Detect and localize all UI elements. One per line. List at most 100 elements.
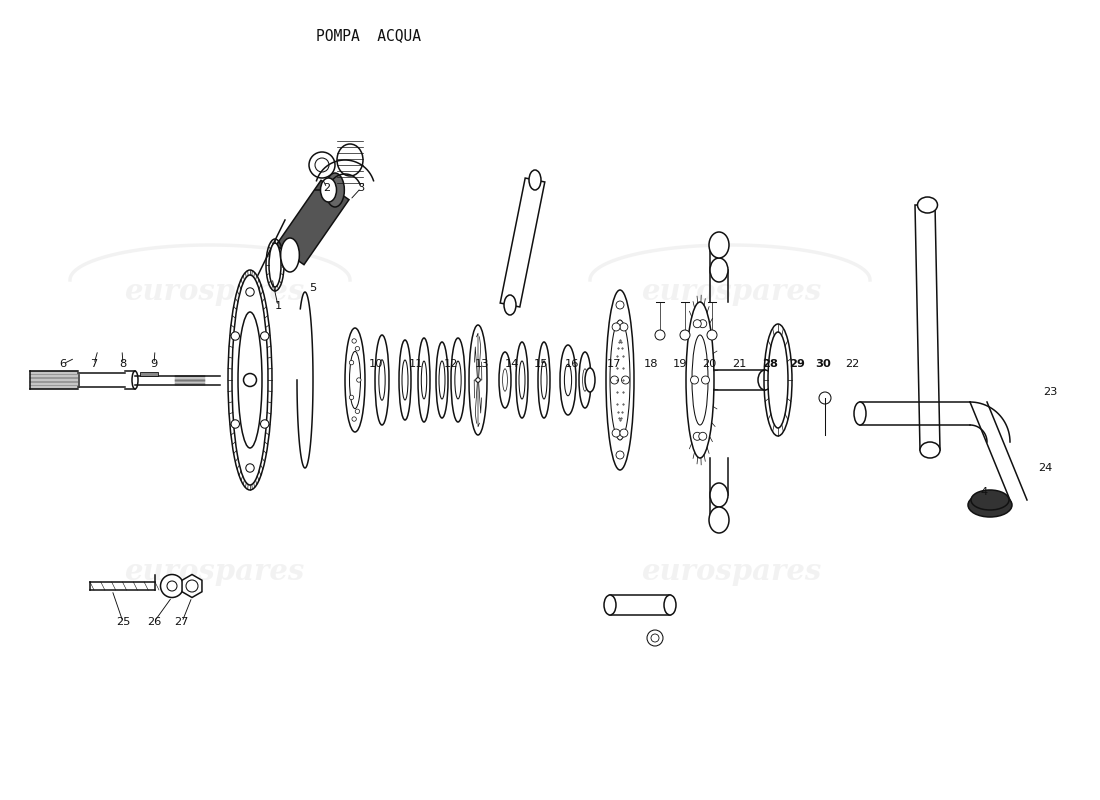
Circle shape bbox=[616, 451, 624, 459]
Ellipse shape bbox=[664, 595, 676, 615]
Circle shape bbox=[186, 580, 198, 592]
Circle shape bbox=[245, 288, 254, 296]
Ellipse shape bbox=[337, 144, 363, 176]
Circle shape bbox=[680, 330, 690, 340]
Circle shape bbox=[621, 376, 629, 384]
Circle shape bbox=[693, 320, 702, 328]
Ellipse shape bbox=[585, 368, 595, 392]
Text: 9: 9 bbox=[151, 359, 157, 369]
Text: 28: 28 bbox=[762, 359, 778, 369]
Text: eurospares: eurospares bbox=[641, 558, 822, 586]
Text: 14: 14 bbox=[504, 359, 519, 369]
Circle shape bbox=[352, 338, 356, 343]
Ellipse shape bbox=[686, 302, 714, 458]
Ellipse shape bbox=[710, 483, 728, 507]
Text: 13: 13 bbox=[474, 359, 490, 369]
Circle shape bbox=[647, 630, 663, 646]
Ellipse shape bbox=[350, 351, 361, 409]
Text: 16: 16 bbox=[564, 359, 580, 369]
Circle shape bbox=[612, 323, 620, 331]
Circle shape bbox=[820, 392, 830, 404]
Text: 25: 25 bbox=[116, 618, 131, 627]
Circle shape bbox=[475, 378, 481, 382]
Ellipse shape bbox=[280, 238, 299, 272]
Ellipse shape bbox=[564, 364, 572, 396]
Ellipse shape bbox=[418, 338, 430, 422]
Bar bbox=[140, 371, 158, 375]
Ellipse shape bbox=[606, 290, 634, 470]
Text: 11: 11 bbox=[408, 359, 424, 369]
Ellipse shape bbox=[320, 178, 337, 202]
Text: 20: 20 bbox=[702, 359, 717, 369]
Ellipse shape bbox=[710, 258, 728, 282]
Text: POMPA  ACQUA: POMPA ACQUA bbox=[316, 28, 421, 43]
Circle shape bbox=[651, 634, 659, 642]
Circle shape bbox=[620, 323, 628, 331]
Circle shape bbox=[231, 332, 240, 340]
Circle shape bbox=[261, 332, 268, 340]
Circle shape bbox=[352, 417, 356, 422]
Circle shape bbox=[698, 320, 706, 328]
Text: 30: 30 bbox=[815, 359, 830, 369]
Ellipse shape bbox=[538, 342, 550, 418]
Polygon shape bbox=[276, 180, 349, 265]
Circle shape bbox=[167, 581, 177, 591]
Ellipse shape bbox=[132, 371, 138, 389]
Circle shape bbox=[355, 346, 360, 351]
Ellipse shape bbox=[499, 352, 512, 408]
Text: 10: 10 bbox=[368, 359, 384, 369]
Circle shape bbox=[691, 376, 698, 384]
Ellipse shape bbox=[968, 493, 1012, 517]
Text: eurospares: eurospares bbox=[124, 558, 305, 586]
Text: 24: 24 bbox=[1038, 463, 1052, 473]
Text: 2: 2 bbox=[323, 183, 330, 193]
Ellipse shape bbox=[579, 352, 591, 408]
Ellipse shape bbox=[345, 328, 365, 432]
Ellipse shape bbox=[326, 173, 344, 207]
Ellipse shape bbox=[519, 361, 525, 399]
Ellipse shape bbox=[971, 490, 1009, 510]
Circle shape bbox=[243, 374, 256, 386]
Text: 5: 5 bbox=[309, 283, 316, 293]
Ellipse shape bbox=[758, 370, 772, 390]
Text: 18: 18 bbox=[644, 359, 659, 369]
Polygon shape bbox=[182, 574, 202, 598]
Ellipse shape bbox=[378, 360, 385, 400]
Text: 8: 8 bbox=[120, 359, 127, 369]
Text: 3: 3 bbox=[358, 183, 364, 193]
Circle shape bbox=[616, 301, 624, 309]
Circle shape bbox=[698, 432, 706, 440]
Ellipse shape bbox=[541, 361, 547, 399]
Polygon shape bbox=[500, 178, 544, 307]
Circle shape bbox=[245, 464, 254, 472]
Ellipse shape bbox=[503, 369, 507, 391]
Ellipse shape bbox=[270, 243, 280, 287]
Circle shape bbox=[620, 429, 628, 437]
Circle shape bbox=[707, 330, 717, 340]
Ellipse shape bbox=[583, 369, 587, 391]
Ellipse shape bbox=[375, 335, 389, 425]
Ellipse shape bbox=[710, 507, 729, 533]
Ellipse shape bbox=[917, 197, 937, 213]
Circle shape bbox=[356, 378, 361, 382]
Ellipse shape bbox=[710, 232, 729, 258]
Ellipse shape bbox=[854, 402, 866, 425]
Circle shape bbox=[610, 376, 618, 384]
Ellipse shape bbox=[560, 345, 576, 415]
Circle shape bbox=[350, 395, 354, 399]
Ellipse shape bbox=[421, 361, 427, 399]
Ellipse shape bbox=[399, 340, 411, 420]
Circle shape bbox=[702, 376, 710, 384]
Circle shape bbox=[231, 420, 240, 428]
Text: 12: 12 bbox=[443, 359, 459, 369]
Circle shape bbox=[261, 420, 268, 428]
Text: 29: 29 bbox=[790, 359, 805, 369]
Ellipse shape bbox=[516, 342, 528, 418]
Text: 17: 17 bbox=[606, 359, 621, 369]
Ellipse shape bbox=[436, 342, 448, 418]
Text: 22: 22 bbox=[846, 359, 859, 369]
Text: 27: 27 bbox=[174, 618, 189, 627]
Ellipse shape bbox=[604, 595, 616, 615]
Circle shape bbox=[654, 330, 666, 340]
Ellipse shape bbox=[455, 361, 461, 399]
